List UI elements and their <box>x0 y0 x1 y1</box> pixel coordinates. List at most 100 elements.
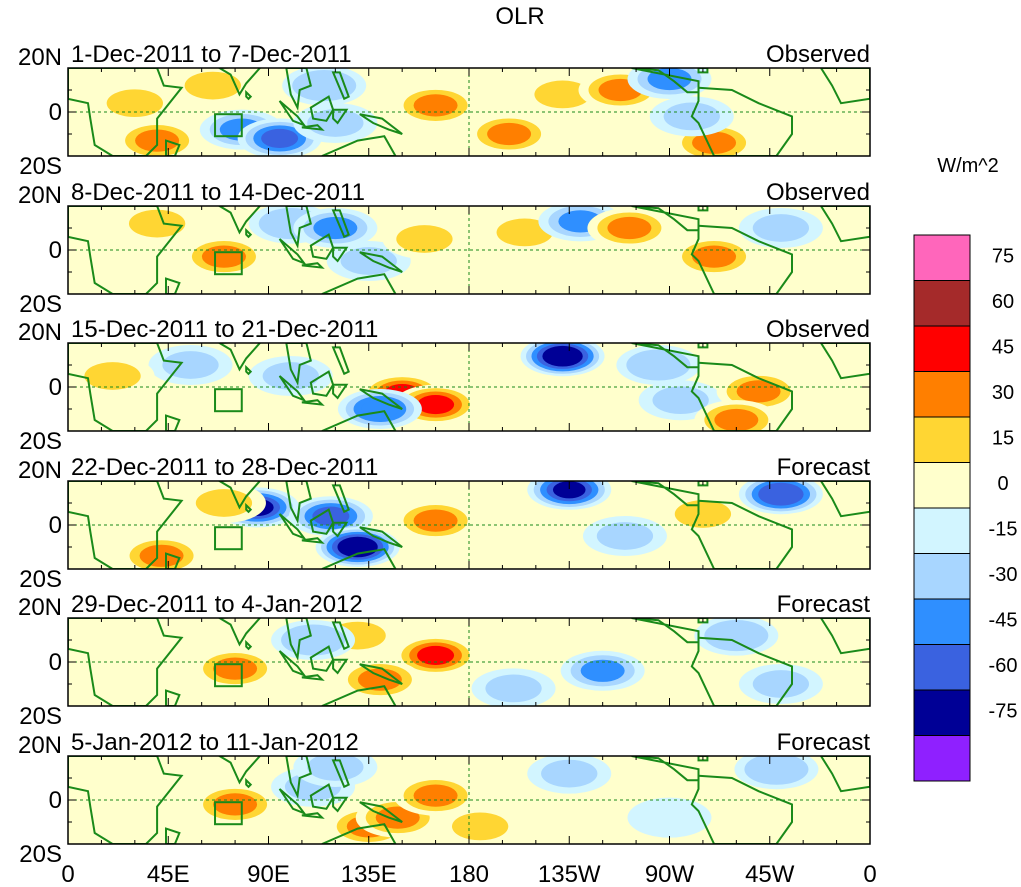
colorbar: W/m^2 75 60 45 30 15 0 -15 -30 -45 -60 -75 <box>913 155 1018 782</box>
coastline <box>690 86 793 156</box>
coastline <box>68 618 184 706</box>
coastline <box>697 68 709 74</box>
coastline <box>690 636 793 706</box>
anomaly-contour <box>195 489 253 517</box>
longitude-axis: 0 45E 90E 135E 180 135W 90W 45W 0 <box>61 861 876 887</box>
coastline <box>278 238 308 266</box>
anomaly-contour <box>128 209 186 238</box>
coastline <box>301 537 325 544</box>
coastlines <box>68 343 870 431</box>
lat-tick-label: 20S <box>19 841 62 868</box>
panel-period: 8-Dec-2011 to 14-Dec-2011 <box>71 179 365 206</box>
anomaly-contour <box>417 395 455 415</box>
chart-title: OLR <box>495 3 544 30</box>
colorbar-swatch <box>913 416 971 463</box>
lat-tick-label: 20N <box>18 732 62 759</box>
anomaly-contour <box>754 758 799 781</box>
coastline <box>690 224 793 294</box>
anomaly-contour <box>307 109 364 137</box>
region-box <box>214 113 243 138</box>
coastline <box>309 783 335 810</box>
anomaly-contour <box>417 645 455 665</box>
colorbar-tick-label: 15 <box>992 428 1014 450</box>
lat-tick-label: 0 <box>49 374 62 401</box>
lon-tick-label: 45W <box>745 861 795 887</box>
lat-tick-label: 20N <box>18 457 62 484</box>
lon-tick-label: 90E <box>247 861 290 887</box>
coastline <box>321 135 397 156</box>
region-box <box>214 663 243 688</box>
coastline <box>359 801 403 823</box>
colorbar-swatch <box>913 234 971 281</box>
coastline <box>309 233 335 260</box>
coastline <box>165 139 181 156</box>
coastline <box>321 273 397 294</box>
lat-tick-label: 20S <box>19 428 62 455</box>
anomaly-contour <box>736 380 781 403</box>
region-box <box>214 251 243 276</box>
lat-tick-label: 20N <box>18 44 62 71</box>
lon-tick-label: 180 <box>449 861 489 887</box>
coastlines <box>68 68 870 156</box>
coastline <box>245 89 253 101</box>
colorbar-tick-label: -75 <box>989 701 1018 723</box>
panel-period: 5-Jan-2012 to 11-Jan-2012 <box>71 729 359 756</box>
coastline <box>68 68 184 156</box>
anomaly-contour <box>413 94 458 117</box>
anomaly-contour <box>547 348 578 365</box>
coastline <box>819 68 870 105</box>
colorbar-tick-label: -45 <box>989 610 1018 632</box>
coastline <box>165 827 181 844</box>
anomaly-contour <box>764 485 798 503</box>
panel-status: Forecast <box>777 729 871 756</box>
anomaly-contour <box>213 657 258 680</box>
lat-tick-label: 20S <box>19 153 62 180</box>
coastline <box>245 777 253 789</box>
anomaly-contour <box>340 247 397 275</box>
coastline <box>301 399 325 406</box>
coastline <box>285 68 312 111</box>
lat-tick-label: 0 <box>49 99 62 126</box>
lon-tick-label: 0 <box>61 861 74 887</box>
anomaly-contour <box>580 659 625 682</box>
anomaly-field <box>92 68 757 156</box>
colorbar-swatch <box>913 598 971 645</box>
region-box <box>214 801 243 826</box>
coastline <box>332 658 349 675</box>
anomaly-contour <box>413 784 458 807</box>
colorbar-tick-label: 30 <box>992 382 1014 404</box>
coastline <box>217 481 262 510</box>
coastline <box>697 618 709 624</box>
coastline <box>331 621 350 651</box>
anomaly-contour <box>534 80 591 109</box>
coastline <box>331 71 350 101</box>
lat-tick-label: 0 <box>49 649 62 676</box>
coastline <box>278 100 308 128</box>
lat-tick-label: 20N <box>18 594 62 621</box>
coastline <box>332 383 349 400</box>
coastline <box>697 481 709 487</box>
lat-tick-label: 20S <box>19 566 62 593</box>
coastline <box>278 375 308 403</box>
anomaly-contour <box>596 522 654 550</box>
coastline <box>631 756 700 782</box>
anomaly-contour <box>357 668 402 691</box>
anomaly-contour <box>413 509 458 532</box>
panel-6: 20N 0 20S 5-Jan-2012 to 11-Jan-2012 Forecast <box>18 729 871 868</box>
anomaly-field <box>115 206 823 281</box>
coastline <box>331 209 350 239</box>
coastline <box>331 346 350 376</box>
panel-period: 1-Dec-2011 to 7-Dec-2011 <box>71 41 352 68</box>
coastline <box>631 481 700 507</box>
coastline <box>631 68 700 94</box>
coastline <box>819 618 870 655</box>
coastline <box>68 481 184 569</box>
coastline <box>245 227 253 239</box>
coastline <box>631 343 700 369</box>
coastline <box>819 206 870 243</box>
lat-tick-label: 20N <box>18 182 62 209</box>
colorbar-label: W/m^2 <box>937 155 999 177</box>
panel-status: Forecast <box>777 591 871 618</box>
coastline <box>278 513 308 541</box>
